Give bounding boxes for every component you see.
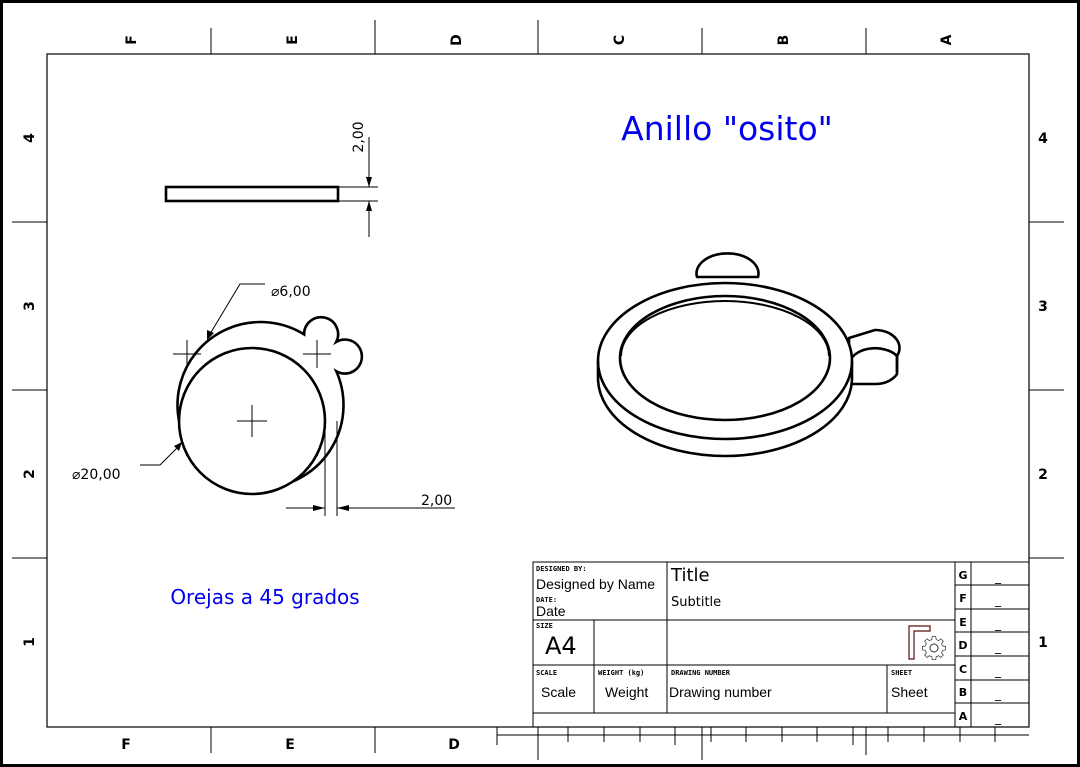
front-view: ⌀6,00 ⌀20,00 2,00 [72,283,455,516]
title-value: Title [670,565,710,586]
scale-ruler [496,727,1029,760]
sheet-label: SHEET [891,669,912,677]
zone-labels-left: 4 3 2 1 [22,133,38,647]
drawing-title-note: Anillo "osito" [621,109,833,148]
revision-letter: E [959,616,967,629]
zone-col-label: C [612,35,628,45]
size-value: A4 [545,632,577,660]
scale-label: SCALE [536,669,557,677]
revision-value: _ [994,711,1002,725]
side-view: 2,00 [164,121,378,237]
zone-col-label: F [124,35,140,45]
zone-ticks [12,20,1064,753]
zone-labels-bottom: F E D [121,737,460,753]
revision-value: _ [994,640,1002,654]
scale-value: Scale [541,684,576,700]
dimension-ear-diameter: ⌀6,00 [271,284,311,300]
isometric-view [596,252,901,458]
revision-value: _ [994,687,1002,701]
revision-value: _ [994,617,1002,631]
weight-label: WEIGHT (kg) [598,669,644,677]
revision-letter: D [958,639,967,652]
revision-letter: B [959,686,967,699]
zone-labels-right: 4 3 2 1 [1038,131,1048,651]
zone-row-label: 1 [1038,635,1048,651]
designed-by-value: Designed by Name [536,576,655,592]
drawing-number-label: DRAWING NUMBER [671,669,731,677]
revision-letter: C [959,663,967,676]
date-label: DATE: [536,596,557,604]
zone-row-label: 1 [22,637,38,647]
revision-value: _ [994,593,1002,607]
zone-row-label: 3 [1038,299,1048,315]
dimension-ring-diameter: ⌀20,00 [72,467,121,483]
size-label: SIZE [536,622,553,630]
zone-row-label: 4 [22,133,38,143]
revision-letter: F [959,592,967,605]
zone-row-label: 2 [1038,467,1048,483]
zone-col-label: E [285,737,295,753]
zone-labels-top: F E D C B A [124,34,955,46]
dimension-ring-wall: 2,00 [421,493,452,509]
drawing-number-value: Drawing number [669,684,772,700]
ear-angle-note: Orejas a 45 grados [170,585,359,609]
revision-table: G _ F _ E _ D _ C _ B _ A _ [958,569,1002,725]
weight-value: Weight [605,684,648,700]
revision-letter: G [958,569,967,582]
revision-value: _ [994,664,1002,678]
zone-row-label: 2 [22,469,38,479]
zone-col-label: A [939,34,955,45]
zone-col-label: B [776,35,792,46]
freecad-gear-icon [908,625,946,661]
zone-row-label: 4 [1038,131,1048,147]
designed-by-label: DESIGNED BY: [536,565,587,573]
dimension-thickness: 2,00 [351,121,367,152]
zone-col-label: E [285,35,301,45]
date-value: Date [536,603,566,619]
zone-col-label: F [121,737,131,753]
title-block: DESIGNED BY: Designed by Name DATE: Date… [532,561,1030,728]
subtitle-value: Subtitle [671,595,721,610]
zone-col-label: D [448,737,460,753]
revision-letter: A [959,710,968,723]
zone-col-label: D [449,34,465,46]
sheet-value: Sheet [891,684,928,700]
zone-row-label: 3 [22,301,38,311]
revision-value: _ [994,570,1002,584]
